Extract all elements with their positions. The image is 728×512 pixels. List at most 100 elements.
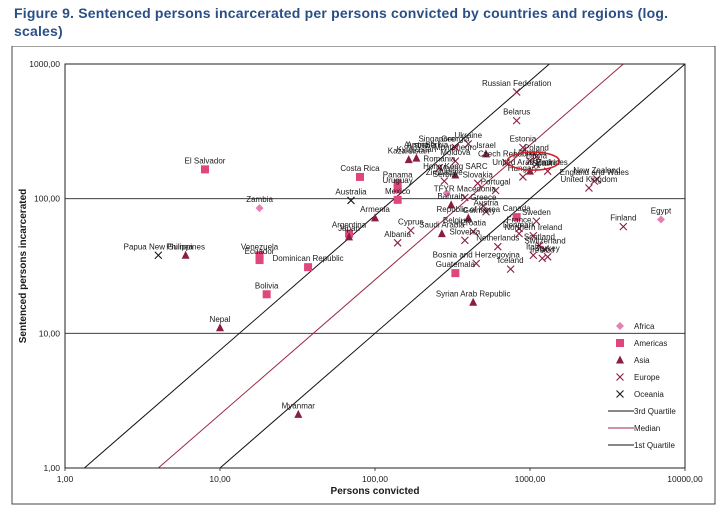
data-point-stroke <box>393 238 402 247</box>
legend-marker <box>616 355 624 364</box>
data-point-stroke <box>543 167 552 176</box>
data-point <box>493 242 502 251</box>
annotation-label: Austria <box>404 140 429 149</box>
data-label: Zimbabwe <box>426 168 463 177</box>
data-point-stroke <box>529 251 538 260</box>
data-point <box>460 193 469 202</box>
data-label: Georgia <box>441 134 470 143</box>
data-label: Greece <box>470 193 497 202</box>
data-point <box>482 207 490 216</box>
data-point <box>355 172 364 181</box>
data-label: Cyprus <box>398 218 423 227</box>
data-label: Zambia <box>246 195 273 204</box>
data-point-stroke <box>532 160 541 169</box>
data-point <box>440 177 449 186</box>
data-label: Latvia <box>526 151 548 160</box>
data-label: Costa Rica <box>340 164 380 173</box>
data-point <box>541 245 549 254</box>
legend-label: 1st Quartile <box>634 441 675 450</box>
data-point-stroke <box>460 236 469 245</box>
data-point-stroke <box>535 241 544 250</box>
data-label: Egypt <box>651 207 672 216</box>
data-point <box>412 153 421 162</box>
data-point-stroke <box>541 245 549 254</box>
data-label: Scotland <box>524 232 555 241</box>
data-point <box>519 173 527 181</box>
data-label: Slovakia <box>463 170 494 179</box>
data-point <box>437 229 446 238</box>
data-label: Hungary <box>508 164 538 173</box>
data-point <box>442 189 451 198</box>
data-label: Czech Republic <box>478 150 534 159</box>
data-label: Turkey <box>536 244 560 253</box>
data-point <box>464 213 473 222</box>
data-label: Kyrgyzstan <box>397 145 437 154</box>
legend-marker <box>616 390 624 398</box>
data-point <box>393 179 402 188</box>
data-point <box>262 290 271 299</box>
data-label: Uruguay <box>383 176 413 185</box>
data-point <box>479 202 488 211</box>
data-point <box>538 254 547 263</box>
data-point <box>451 157 460 166</box>
y-tick-label: 10,00 <box>39 328 61 338</box>
data-point <box>464 140 473 148</box>
data-label: Armenia <box>360 205 390 214</box>
data-point <box>472 259 481 268</box>
data-point <box>529 231 538 240</box>
data-point <box>512 116 521 125</box>
data-point <box>506 265 515 273</box>
data-point <box>532 160 541 169</box>
figure-title: Figure 9. Sentenced persons incarcerated… <box>14 5 669 39</box>
data-point <box>255 256 264 265</box>
annotation-label: Singapore <box>418 135 455 144</box>
legend-marker <box>616 322 624 330</box>
legend-marker-stroke <box>616 390 624 398</box>
point-labels: Zambia Egypt El Salvador Costa RicaPanamaUr… <box>124 79 672 410</box>
data-point-stroke <box>519 143 527 152</box>
data-point-stroke <box>515 229 523 238</box>
data-point <box>473 179 482 188</box>
data-label: Ireland <box>530 245 554 254</box>
data-label: Venezuela <box>241 242 279 251</box>
data-point <box>512 213 521 222</box>
highlight-ellipse <box>506 151 561 171</box>
legend-marker <box>616 339 624 347</box>
data-point <box>535 241 544 250</box>
data-point <box>656 215 665 224</box>
data-label: New Zealand <box>573 166 620 175</box>
data-label: Madrid <box>535 158 559 167</box>
reference-lines <box>84 63 686 469</box>
data-point <box>460 236 469 245</box>
data-label: United Arab Emirates <box>492 158 568 167</box>
data-point-stroke <box>435 163 444 172</box>
x-tick-label: 10,00 <box>209 474 231 484</box>
y-tick-label: 1,00 <box>43 463 60 473</box>
data-label: Canada <box>503 204 532 213</box>
annotation-label: Montenegro <box>434 143 477 152</box>
data-point-stroke <box>538 254 547 263</box>
data-point <box>519 143 527 152</box>
data-point-stroke <box>502 158 510 167</box>
data-point-stroke <box>406 226 415 235</box>
data-point <box>435 163 444 172</box>
data-label: Portugal <box>481 177 511 186</box>
annotation-label: Armenia <box>407 140 437 149</box>
legend-label: Oceania <box>634 390 664 399</box>
data-point <box>515 229 523 238</box>
data-point <box>447 200 456 209</box>
data-label: Japan <box>338 224 360 233</box>
data-point-stroke <box>585 184 593 192</box>
data-point <box>404 155 413 164</box>
data-point <box>294 409 303 418</box>
data-label: Myanmar <box>282 401 316 410</box>
data-point <box>526 157 534 166</box>
legend-label: Africa <box>634 322 655 331</box>
data-point <box>491 186 500 195</box>
data-label: Slovenia <box>450 227 481 236</box>
x-tick-label: 10000,00 <box>667 474 703 484</box>
data-point-stroke <box>532 152 541 161</box>
data-point-stroke <box>532 217 541 226</box>
data-label: Ukraine <box>455 131 483 140</box>
data-point-stroke <box>543 252 552 261</box>
